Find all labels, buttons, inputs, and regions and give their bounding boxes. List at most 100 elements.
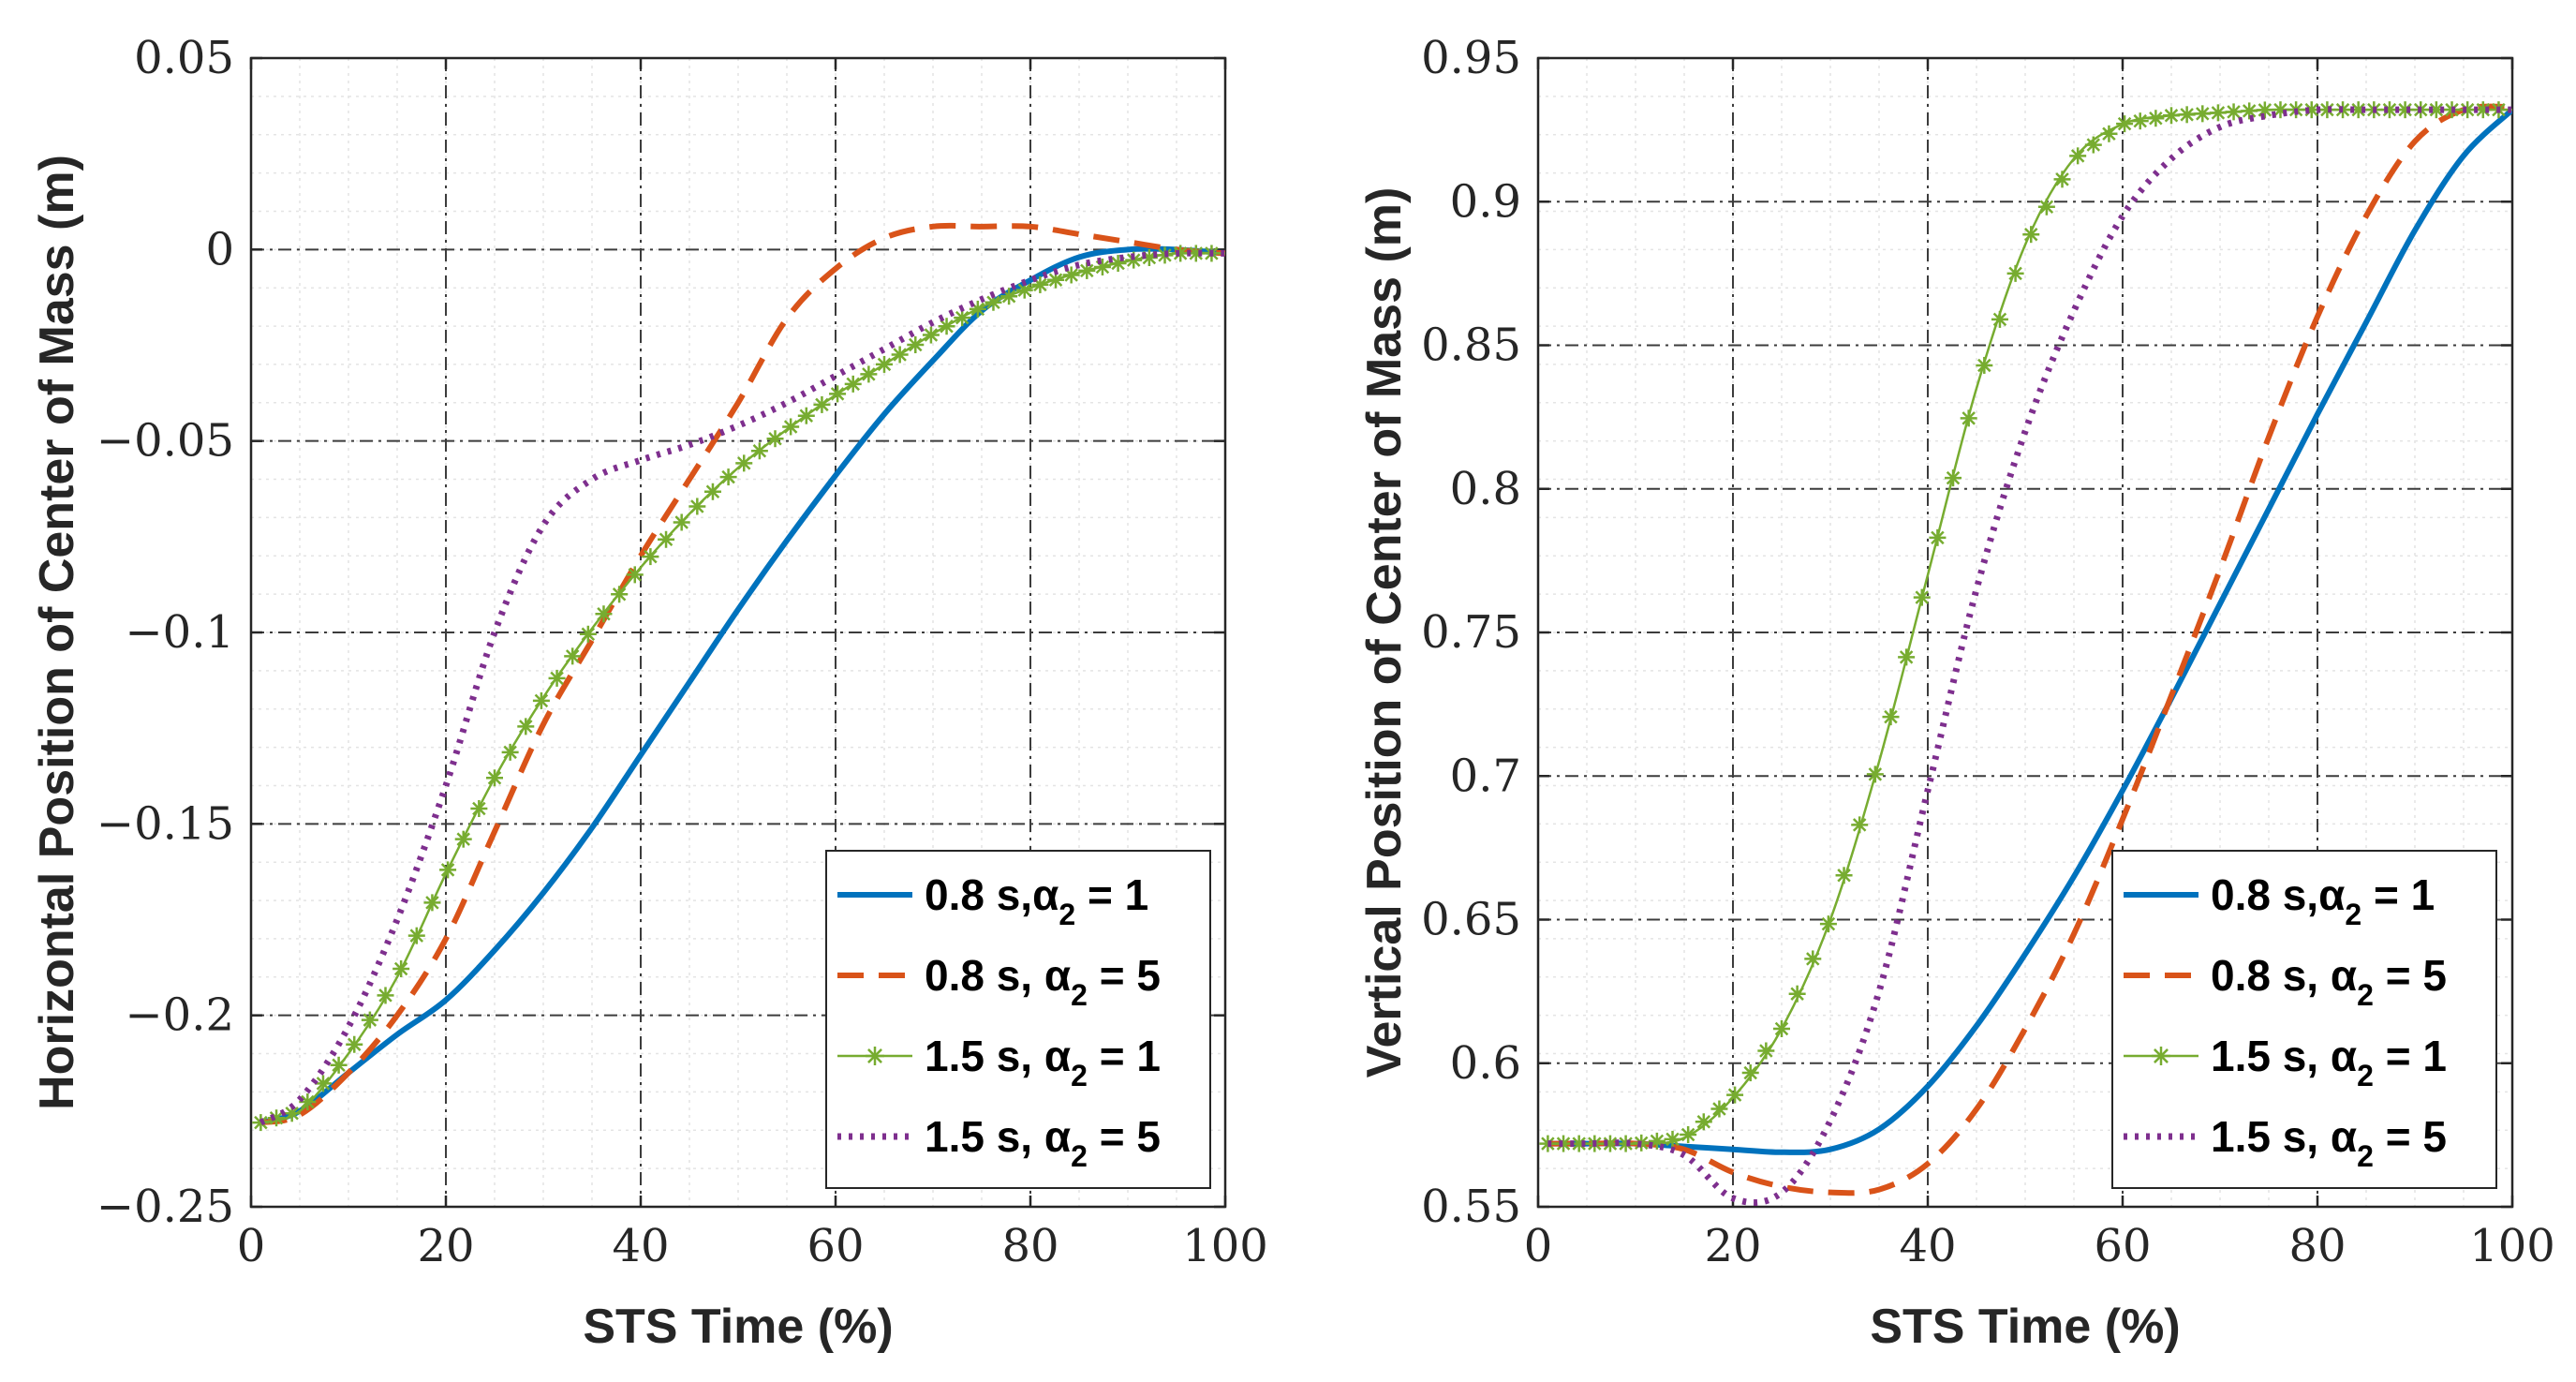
y-tick-label: 0.85 [1421,319,1521,372]
data-point-marker-stroke [2460,102,2475,117]
data-point-marker-stroke [612,587,627,602]
data-point-marker-stroke [1189,246,1204,260]
data-point-marker-stroke [867,1048,882,1063]
data-point-marker [2116,115,2134,133]
x-tick-label: 40 [1899,1220,1956,1272]
legend-label-subscript: 2 [1071,1059,1088,1092]
data-point-marker-stroke [1962,411,1976,425]
series-line-2 [259,222,1225,1126]
data-point-marker-stroke [285,1107,299,1121]
data-point-marker-stroke [1868,767,1883,781]
data-point-marker [876,355,893,373]
legend-item-1: 0.8 s,α2 = 1 [2124,870,2435,931]
data-point-marker [797,407,815,424]
legend-label-subscript: 2 [2357,978,2374,1012]
data-point-marker-stroke [2476,102,2491,117]
data-point-marker [750,442,768,460]
data-point-marker-stroke [1064,268,1078,282]
data-point-marker [517,718,535,736]
data-point-marker [548,669,566,687]
data-point-marker-stroke [909,337,923,352]
data-point-marker-stroke [456,832,470,846]
data-point-marker-stroke [519,720,533,734]
series-line-4 [1547,106,2512,1206]
data-point-marker-stroke [799,409,814,423]
data-point-marker [2396,101,2414,119]
y-tick-label: 0 [205,223,234,275]
legend-box [825,850,1211,1189]
legend-label: 1.5 s, α2 = 5 [2211,1112,2447,1173]
data-point-marker-stroke [1743,1065,1757,1080]
data-point-marker-stroke [2273,102,2287,117]
data-point-marker [719,468,737,486]
legend-label-subscript: 2 [2357,1059,2374,1092]
data-point-marker [1960,409,1977,427]
data-point-marker-stroke [2008,266,2022,281]
data-point-marker [1991,310,2008,328]
data-point-marker-stroke [1603,1137,1618,1151]
data-point-marker-stroke [1556,1137,1571,1151]
data-point-marker [2152,1047,2170,1065]
data-point-marker-stroke [1048,273,1063,287]
data-point-marker [2053,171,2071,188]
x-tick-label: 60 [2094,1220,2151,1272]
data-point-marker [330,1056,348,1074]
legend-label-subscript: 2 [2357,1139,2374,1173]
data-point-marker [2272,101,2289,119]
y-tick-label: −0.15 [96,797,234,850]
data-point-marker [1000,288,1018,305]
data-point-marker-stroke [1727,1088,1742,1102]
data-point-marker-stroke [768,431,782,446]
data-point-marker [1539,1135,1557,1152]
data-point-marker [1898,648,1916,666]
data-point-marker [2194,105,2212,123]
data-point-marker [1741,1064,1759,1082]
data-point-marker-stroke [2070,149,2085,163]
x-tick-label: 80 [1001,1220,1059,1272]
legend-label-suffix: = 1 [1075,870,1148,919]
data-point-marker [907,336,925,354]
data-point-marker [1882,708,1900,726]
data-point-marker-stroke [2164,109,2179,123]
data-point-marker [1726,1086,1744,1104]
data-point-marker-stroke [690,499,704,513]
x-tick-label: 0 [1524,1220,1553,1272]
data-point-marker-stroke [2242,104,2257,118]
data-point-marker [673,513,690,531]
data-point-marker-stroke [1821,916,1836,931]
legend-label: 1.5 s, α2 = 1 [2211,1032,2447,1092]
data-point-marker-stroke [1884,709,1898,724]
data-point-marker-stroke [472,801,486,816]
data-point-marker [1695,1113,1712,1131]
data-point-marker-stroke [2227,105,2241,119]
data-point-marker [829,385,847,403]
legend-item-2: 0.8 s, α2 = 5 [2124,951,2447,1012]
chart-panel-1: 0 20 40 60 80 100 0.05 0 −0.05 −0.1 −0.15 −0.2 −0.25… [30,32,1268,1354]
data-point-marker [2037,198,2055,215]
data-point-marker-stroke [503,745,517,760]
data-point-marker [1913,588,1931,606]
legend-label-subscript: 2 [1059,898,1075,931]
data-point-marker-stroke [1977,358,1991,373]
x-tick-label: 80 [2288,1220,2346,1272]
data-point-marker-stroke [1142,250,1157,265]
data-point-marker [1710,1100,1728,1118]
y-tick-label: 0.9 [1450,175,1521,228]
data-point-marker [1617,1135,1635,1152]
data-point-marker [2178,106,2196,124]
data-point-marker [766,430,784,448]
data-point-marker-stroke [2117,116,2132,131]
data-point-marker-stroke [1173,246,1188,260]
data-point-marker [268,1109,286,1127]
data-point-marker [377,987,394,1004]
x-tick-label: 60 [807,1220,864,1272]
x-tick-label: 100 [1182,1220,1268,1272]
data-point-marker-stroke [924,328,939,342]
data-point-marker-stroke [674,515,688,529]
legend-label-main: 0.8 s,α [925,870,1059,919]
x-tick-label: 40 [612,1220,669,1272]
data-point-marker [1773,1019,1790,1037]
data-point-marker [891,346,909,364]
data-point-marker-stroke [628,568,643,582]
data-point-marker [866,1047,884,1065]
